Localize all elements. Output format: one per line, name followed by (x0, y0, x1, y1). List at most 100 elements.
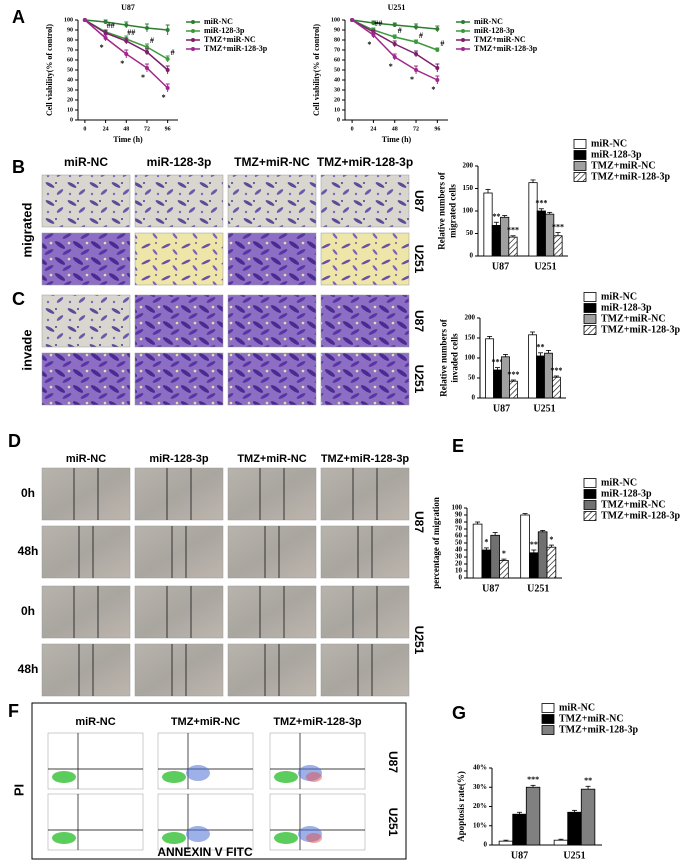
y-axis-title: invaded cells (450, 333, 460, 383)
column-header: miR-NC (66, 453, 106, 465)
legend-marker (191, 47, 195, 51)
y-axis-title: Apoptosis rate(%) (456, 771, 466, 842)
time-label: 48h (18, 544, 39, 558)
cell-cloud (274, 771, 298, 783)
significance-label: *** (527, 775, 539, 784)
cell-line-label: U87 (412, 511, 426, 533)
photo (134, 174, 224, 228)
y-tick-label: 200 (463, 162, 474, 170)
data-point (392, 35, 397, 39)
legend-swatch (573, 139, 587, 149)
bar (508, 236, 518, 257)
cell-line-label: U251 (412, 245, 426, 274)
significance-label: *** (507, 226, 519, 235)
data-point (144, 66, 149, 70)
cell-cloud (52, 771, 76, 783)
y-tick-label: 40% (473, 764, 487, 772)
x-tick-label: U251 (563, 850, 585, 861)
x-tick-label: 0 (83, 126, 86, 132)
chart-title: U251 (388, 3, 406, 12)
y-tick-label: 10 (334, 107, 340, 113)
column-header: TMZ+miR-128-3p (321, 453, 410, 465)
data-point (392, 55, 397, 59)
y-axis-title: percentage of migration (431, 497, 441, 589)
y-tick-label: 150 (463, 184, 474, 192)
y-tick-label: 10 (67, 107, 73, 113)
y-tick-label: 70 (455, 525, 463, 533)
bar (498, 840, 514, 846)
y-tick-label: 50 (468, 374, 476, 382)
legend-swatch (583, 292, 597, 302)
panel-letter: B (12, 157, 25, 177)
data-point (392, 23, 397, 27)
column-header: TMZ+miR-NC (234, 155, 310, 169)
cell-cloud (306, 833, 322, 843)
legend-label: miR-NC (559, 702, 595, 713)
data-point (371, 33, 376, 37)
significance-label: *** (550, 366, 562, 375)
significance-label: * (484, 538, 488, 547)
bar (536, 210, 546, 257)
bar (528, 334, 537, 399)
significance-label: ## (107, 21, 115, 30)
data-point (165, 28, 170, 32)
panel-letter: E (452, 436, 464, 456)
bar (580, 788, 596, 846)
significance-label: *** (535, 199, 547, 208)
y-tick-label: 50 (67, 67, 73, 73)
bar (553, 235, 563, 257)
y-tick-label: 100 (331, 17, 340, 23)
significance-label: * (100, 43, 104, 52)
legend-label: TMZ+miR-128-3p (601, 324, 680, 335)
photo (320, 352, 410, 406)
legend-label: miR-NC (601, 291, 637, 302)
legend-label: miR-NC (591, 138, 627, 149)
legend-swatch (541, 703, 555, 713)
data-point (350, 18, 355, 22)
y-tick-label: 40 (455, 546, 463, 554)
data-point (144, 45, 149, 49)
legend-label: TMZ+miR-NC (591, 160, 656, 171)
x-tick-label: U251 (527, 583, 549, 594)
photo (227, 352, 317, 406)
x-tick-label: U87 (482, 583, 499, 594)
x-tick-label: U251 (534, 261, 556, 272)
data-point (435, 27, 440, 31)
y-tick-label: 100 (452, 504, 463, 512)
photo (41, 643, 131, 697)
photo (320, 585, 410, 639)
y-tick-label: 10 (455, 567, 463, 575)
legend-marker (461, 47, 465, 51)
significance-label: * (431, 85, 435, 94)
significance-label: # (150, 36, 154, 45)
legend-label: TMZ+miR-128-3p (559, 724, 638, 735)
bar (483, 192, 493, 257)
data-point (392, 42, 397, 46)
significance-label: # (440, 39, 444, 48)
bar (545, 213, 555, 257)
x-tick-label: U87 (492, 261, 509, 272)
x-tick-label: 72 (413, 126, 419, 132)
data-point (435, 78, 440, 82)
legend-swatch (583, 314, 597, 324)
y-tick-label: 30% (473, 783, 487, 791)
significance-label: ## (127, 28, 135, 37)
legend-swatch (541, 714, 555, 724)
legend-swatch (573, 161, 587, 171)
significance-label: ** (537, 343, 545, 352)
photo (320, 467, 410, 521)
y-tick-label: 100 (463, 207, 474, 215)
bar (491, 224, 501, 257)
bar (490, 534, 500, 579)
photo (134, 294, 224, 348)
significance-label: * (389, 62, 393, 71)
significance-label: ** (530, 540, 538, 549)
bar (500, 216, 510, 257)
y-tick-label: 20 (455, 560, 463, 568)
legend-marker (461, 29, 465, 33)
significance-label: # (171, 48, 175, 57)
significance-label: * (549, 535, 553, 544)
cell-line-label: U251 (412, 365, 426, 394)
y-tick-label: 60 (455, 532, 463, 540)
data-point (103, 36, 108, 40)
